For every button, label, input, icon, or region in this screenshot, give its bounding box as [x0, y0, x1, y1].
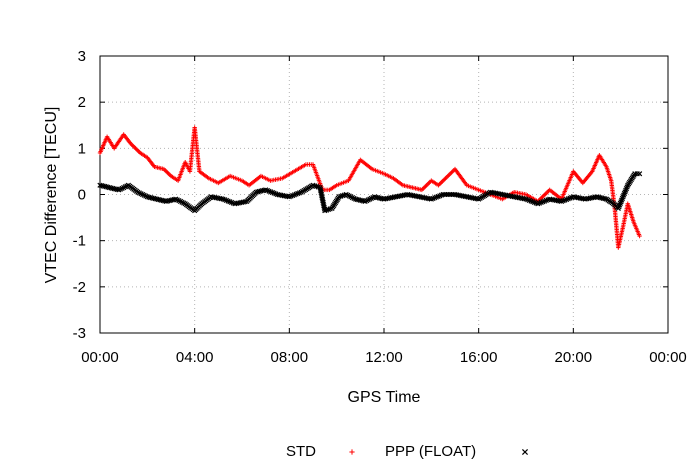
legend-label-std: STD [286, 443, 316, 460]
legend-label-ppp-float: PPP (FLOAT) [385, 443, 476, 460]
data-point [242, 199, 248, 205]
y-tick-label: -2 [73, 279, 86, 296]
x-tick-label: 00:00 [81, 349, 119, 366]
legend-marker [521, 448, 529, 456]
data-point [636, 171, 643, 177]
grid [100, 56, 668, 333]
x-tick-label: 16:00 [460, 349, 498, 366]
legend-marker-std [349, 449, 355, 455]
y-tick-label: -1 [73, 233, 86, 250]
x-tick-label: 04:00 [176, 349, 214, 366]
legend-marker [349, 449, 355, 455]
y-axis-title: VTEC Difference [TECU] [43, 107, 60, 284]
axis-ticks: 00:00 04:00 08:00 12:00 16:00 20:00 00:00 -3 -2 -… [73, 48, 687, 366]
data-point [602, 196, 608, 202]
data-point [637, 233, 642, 239]
y-tick-label: -3 [73, 325, 86, 342]
data-points [97, 125, 643, 250]
series-std [97, 125, 642, 250]
x-tick-label: 12:00 [365, 349, 403, 366]
x-tick-label: 00:00 [649, 349, 687, 366]
x-axis-title: GPS Time [348, 389, 421, 406]
legend: STD PPP (FLOAT) [286, 443, 529, 460]
y-tick-label: 2 [78, 94, 86, 111]
y-tick-label: 0 [78, 187, 86, 204]
x-tick-label: 20:00 [555, 349, 593, 366]
y-tick-label: 1 [78, 140, 86, 157]
legend-marker-ppp-float [521, 448, 529, 456]
series-ppp-float [97, 171, 643, 214]
x-tick-label: 08:00 [271, 349, 309, 366]
y-tick-label: 3 [78, 48, 86, 65]
